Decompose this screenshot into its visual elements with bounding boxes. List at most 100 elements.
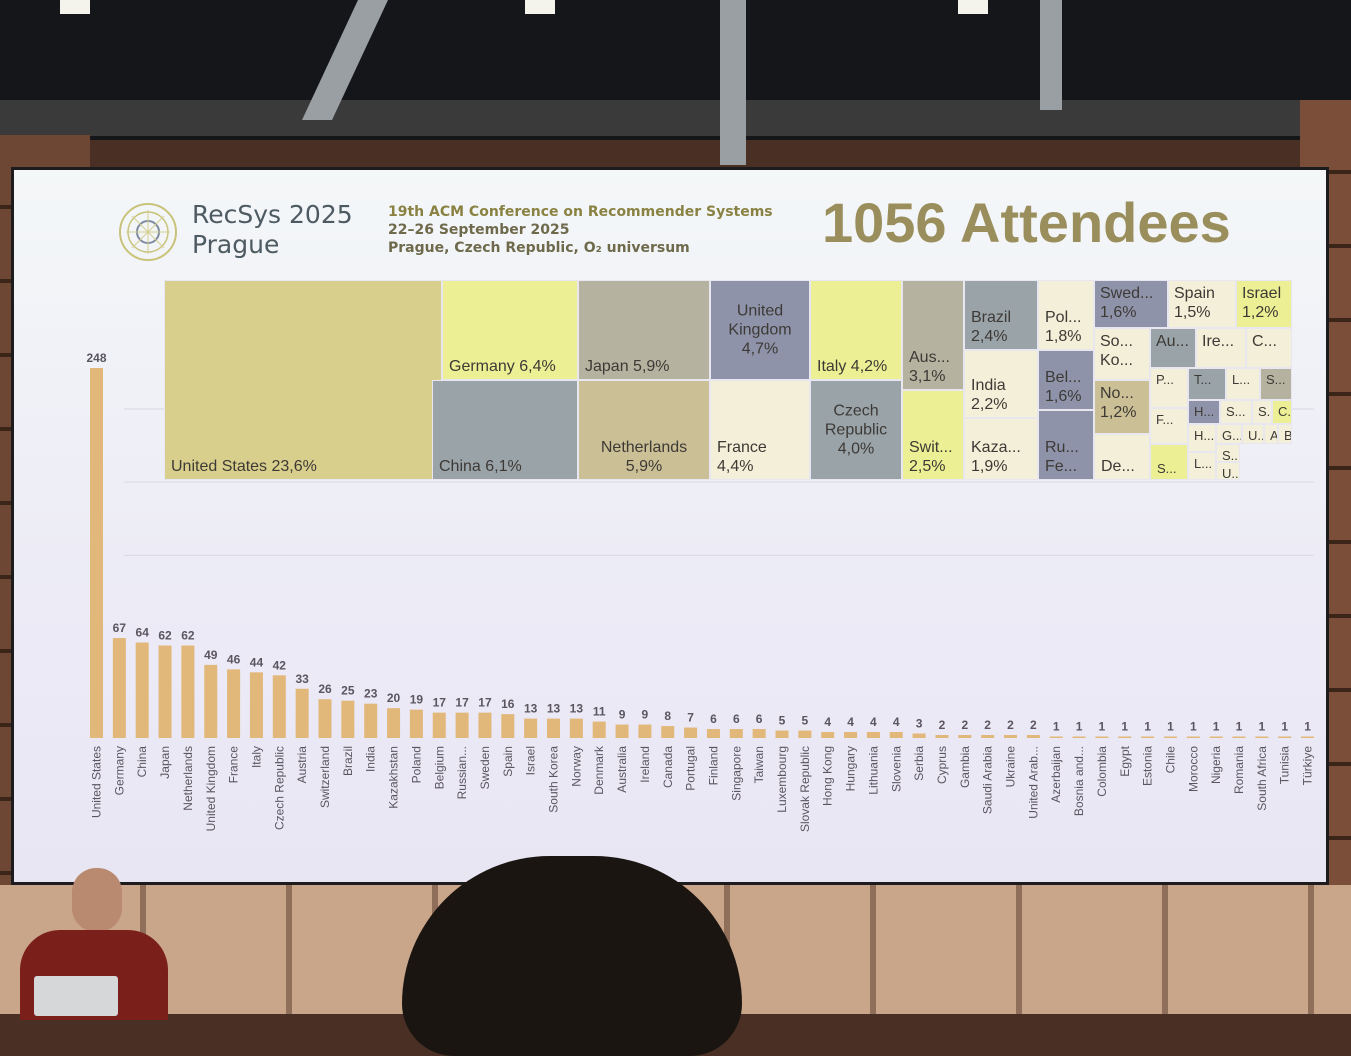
bar-category-label: Belgium — [432, 746, 446, 789]
bar-category-label: Austria — [295, 746, 309, 784]
bar-value-label: 3 — [916, 717, 923, 731]
treemap-cell-label: F... — [1156, 412, 1174, 427]
bar — [249, 672, 263, 738]
bar-value-label: 1 — [1213, 720, 1220, 734]
treemap-cell-label: U... — [1222, 466, 1239, 480]
treemap-cell-label: S... — [1157, 461, 1177, 476]
treemap-cell-label: A... — [1270, 428, 1278, 443]
ceiling-truss — [1040, 0, 1062, 110]
treemap-cell: Aus... 3,1% — [902, 280, 964, 390]
treemap-cell: S... — [1220, 400, 1252, 424]
treemap-cell-label: Aus... 3,1% — [909, 349, 950, 385]
bar — [341, 700, 355, 738]
treemap-cell-label: United States 23,6% — [171, 458, 317, 475]
bar-value-label: 17 — [478, 696, 492, 710]
treemap-cell: Netherlands 5,9% — [578, 380, 710, 480]
bar-value-label: 6 — [733, 712, 740, 726]
treemap-cell: Bel... 1,6% — [1038, 350, 1094, 410]
bar-category-label: Brazil — [341, 746, 355, 776]
treemap-cell-label: Swit... 2,5% — [909, 439, 953, 475]
treemap-cell: Italy 4,2% — [810, 280, 902, 380]
bar-value-label: 26 — [318, 682, 332, 696]
treemap-cell: U... — [1242, 424, 1264, 444]
bar-value-label: 1 — [1099, 720, 1106, 734]
bar-value-label: 17 — [455, 696, 469, 710]
bar-category-label: Ukraine — [1004, 746, 1018, 788]
presenter-laptop — [34, 976, 118, 1016]
bar-value-label: 25 — [341, 684, 355, 698]
bar — [1141, 736, 1155, 739]
bar — [409, 709, 423, 738]
bar-category-label: South Africa — [1255, 746, 1269, 811]
bar — [592, 721, 606, 738]
bar-value-label: 7 — [687, 711, 694, 725]
treemap-cell-label: Ire... — [1202, 333, 1235, 350]
bar-category-label: Spain — [501, 746, 515, 777]
treemap-cell: Au... — [1150, 328, 1196, 368]
bar-category-label: Japan — [158, 746, 172, 779]
bar-value-label: 1 — [1076, 720, 1083, 734]
bar — [295, 688, 309, 738]
treemap-cell: P... — [1150, 368, 1188, 408]
bar-value-label: 46 — [227, 652, 241, 666]
treemap-cell: L... — [1226, 368, 1260, 400]
treemap-cell: Spain 1,5% — [1168, 280, 1236, 328]
treemap-cell-label: Swed... 1,6% — [1100, 285, 1154, 321]
treemap-cell-label: C... — [1252, 333, 1277, 350]
bar-value-label: 23 — [364, 687, 378, 701]
treemap-cell: B... — [1278, 424, 1292, 444]
bar-value-label: 4 — [870, 715, 877, 729]
ceiling-light — [60, 0, 90, 14]
bar — [706, 729, 720, 738]
bar — [958, 735, 972, 738]
treemap-cell: C... — [1246, 328, 1292, 368]
treemap-cell-label: L... — [1194, 456, 1213, 471]
bar — [1186, 736, 1200, 739]
bar-value-label: 2 — [984, 718, 991, 732]
bar-value-label: 11 — [593, 705, 606, 719]
bar-value-label: 16 — [501, 697, 515, 711]
bar — [432, 712, 446, 738]
bar-value-label: 6 — [756, 712, 763, 726]
bar-value-label: 248 — [86, 351, 106, 365]
bar-value-label: 2 — [961, 718, 968, 732]
treemap-cell-label: Ru... Fe... — [1045, 439, 1079, 475]
bar — [112, 638, 126, 738]
bar-category-label: Taiwan — [752, 746, 766, 783]
treemap-cell: Ire... — [1196, 328, 1246, 368]
treemap-cell: Brazil 2,4% — [964, 280, 1038, 350]
treemap-cell: S... — [1260, 368, 1292, 400]
bar-category-label: Czech Republic — [272, 746, 286, 830]
bar-category-label: Kazakhstan — [387, 746, 401, 809]
treemap-cell: T... — [1188, 368, 1226, 400]
bar-category-label: United Arab... — [1026, 746, 1040, 819]
bar-category-label: Canada — [661, 746, 675, 788]
bar-category-label: Hong Kong — [821, 746, 835, 806]
treemap-cell: G... — [1216, 424, 1242, 444]
treemap-cell: So... Ko... — [1094, 328, 1150, 380]
bar-category-label: Slovenia — [889, 746, 903, 792]
treemap-cell: Swit... 2,5% — [902, 390, 964, 480]
treemap-cell: Japan 5,9% — [578, 280, 710, 380]
bar — [775, 730, 789, 738]
treemap-cell-label: Japan 5,9% — [585, 358, 670, 375]
bar-category-label: South Korea — [547, 746, 561, 813]
bar — [90, 367, 103, 738]
ceiling-band — [0, 100, 1351, 136]
treemap-cell-label: Pol... 1,8% — [1045, 309, 1082, 345]
bar — [889, 732, 903, 738]
bar-value-label: 1 — [1190, 720, 1197, 734]
bar-category-label: Denmark — [592, 745, 606, 795]
treemap-cell-label: No... 1,2% — [1100, 385, 1137, 421]
bar — [1209, 736, 1223, 739]
bar-value-label: 49 — [204, 648, 218, 662]
bar-value-label: 1 — [1236, 720, 1243, 734]
bar — [1049, 736, 1063, 739]
bar-value-label: 1 — [1144, 720, 1151, 734]
bar — [387, 708, 401, 738]
treemap-cell-label: Spain 1,5% — [1174, 285, 1215, 321]
attendee-count-headline: 1056 Attendees — [822, 191, 1231, 254]
bar-value-label: 17 — [433, 696, 447, 710]
bar-value-label: 1 — [1121, 720, 1128, 734]
